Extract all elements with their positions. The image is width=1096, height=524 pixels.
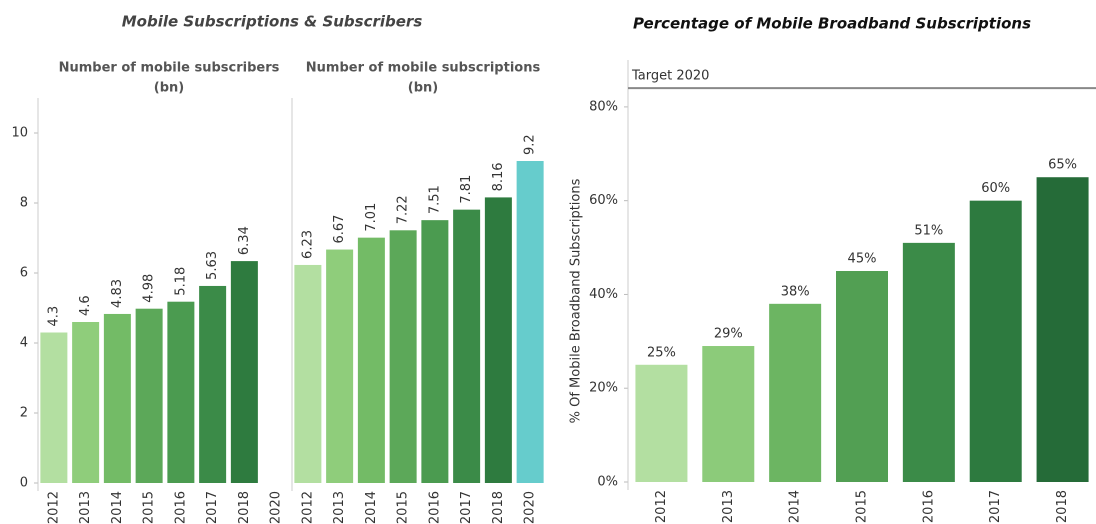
bar: [167, 301, 195, 483]
bar: [702, 346, 755, 482]
value-label: 4.83: [110, 279, 125, 308]
value-label: 25%: [647, 345, 676, 360]
bar: [40, 332, 68, 483]
value-label: 29%: [714, 327, 743, 342]
value-label: 4.6: [78, 295, 93, 316]
bar: [294, 264, 322, 483]
value-label: 51%: [914, 223, 943, 238]
x-tick-label: 2013: [332, 491, 347, 524]
value-label: 4.3: [46, 306, 61, 327]
bar: [357, 237, 385, 483]
value-label: 7.22: [396, 195, 411, 224]
panel-subtitle: Number of mobile subscribers: [59, 61, 280, 76]
y-tick-label: 6: [20, 266, 28, 281]
x-tick-label: 2017: [988, 490, 1003, 523]
y-tick-label: 8: [20, 196, 28, 211]
x-tick-label: 2014: [788, 490, 803, 523]
target-label: Target 2020: [631, 69, 709, 84]
y-tick-label: 4: [20, 336, 28, 351]
x-tick-label: 2018: [237, 491, 252, 524]
value-label: 6.34: [237, 226, 252, 255]
x-tick-label: 2012: [46, 491, 61, 524]
value-label: 7.51: [427, 185, 442, 214]
x-tick-label: 2016: [173, 491, 188, 524]
bar: [389, 230, 417, 483]
value-label: 4.98: [142, 274, 157, 303]
bar: [836, 271, 888, 482]
chart-title: Mobile Subscriptions & Subscribers: [122, 13, 423, 31]
y-tick-label: 10: [11, 126, 28, 141]
bar: [199, 285, 227, 483]
x-tick-label: 2018: [1055, 490, 1070, 523]
x-tick-label: 2013: [78, 491, 93, 524]
value-label: 6.67: [332, 215, 347, 244]
x-tick-label: 2015: [142, 491, 157, 524]
x-tick-label: 2017: [459, 491, 474, 524]
bar: [484, 197, 512, 483]
panel-subtitle: Number of mobile subscriptions: [306, 61, 541, 76]
value-label: 45%: [848, 252, 877, 267]
value-label: 6.23: [300, 230, 315, 259]
bar: [326, 249, 354, 483]
x-tick-label: 2015: [855, 490, 870, 523]
bar: [421, 220, 449, 483]
value-label: 5.18: [173, 267, 188, 296]
panel-subtitle: (bn): [408, 81, 438, 96]
bar: [72, 322, 100, 483]
y-tick-label: 60%: [589, 193, 618, 208]
value-label: 9.2: [523, 134, 538, 155]
chart-title: Percentage of Mobile Broadband Subscript…: [633, 15, 1031, 33]
bar: [635, 364, 688, 482]
x-tick-label: 2018: [491, 491, 506, 524]
value-label: 60%: [981, 181, 1010, 196]
x-tick-label: 2017: [205, 491, 220, 524]
x-tick-label: 2015: [396, 491, 411, 524]
x-tick-label: 2014: [110, 491, 125, 524]
y-tick-label: 2: [20, 406, 28, 421]
y-tick-label: 20%: [589, 381, 618, 396]
x-tick-label: 2013: [721, 490, 736, 523]
bar: [902, 242, 955, 482]
bar: [1036, 177, 1089, 482]
bar: [453, 209, 481, 483]
value-label: 38%: [781, 284, 810, 299]
value-label: 8.16: [491, 162, 506, 191]
y-axis-label: % Of Mobile Broadband Subscriptions: [569, 178, 584, 423]
value-label: 7.01: [364, 203, 379, 232]
x-tick-label: 2012: [654, 490, 669, 523]
value-label: 7.81: [459, 175, 474, 204]
x-tick-label: 2016: [921, 490, 936, 523]
y-tick-label: 80%: [589, 99, 618, 114]
y-tick-label: 40%: [589, 287, 618, 302]
x-tick-label: 2020: [269, 491, 284, 524]
panel-subtitle: (bn): [154, 81, 184, 96]
x-tick-label: 2016: [427, 491, 442, 524]
y-tick-label: 0%: [597, 475, 618, 490]
y-tick-label: 0: [20, 476, 28, 491]
value-label: 5.63: [205, 251, 220, 280]
value-label: 65%: [1048, 158, 1077, 173]
x-tick-label: 2014: [364, 491, 379, 524]
x-tick-label: 2012: [300, 491, 315, 524]
bar: [516, 161, 544, 483]
bar: [769, 303, 822, 482]
bar: [230, 261, 258, 483]
bar: [103, 313, 131, 483]
x-tick-label: 2020: [523, 491, 538, 524]
bar: [135, 308, 163, 483]
bar: [969, 200, 1022, 482]
